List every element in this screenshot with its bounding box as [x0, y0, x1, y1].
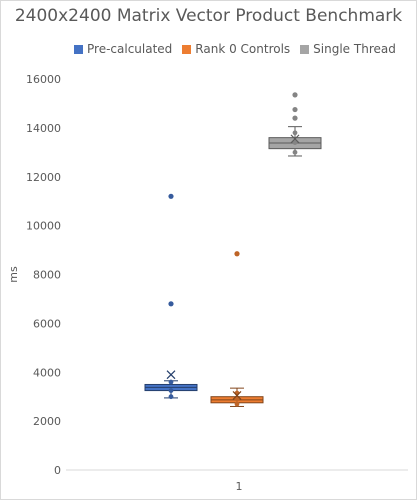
pre-calculated-mean-marker: [166, 370, 176, 380]
legend-item-pre-calculated: Pre-calculated: [74, 42, 172, 56]
legend-label-single-thread: Single Thread: [313, 42, 396, 56]
pre-calculated-point: [168, 388, 174, 393]
rank-0-controls-point: [234, 396, 240, 402]
x-tick-label: 1: [236, 480, 243, 493]
legend-label-rank-0-controls: Rank 0 Controls: [195, 42, 291, 56]
single-thread-outlier: [292, 106, 298, 113]
y-tick-label: 12000: [26, 171, 61, 184]
single-thread-outlier: [292, 115, 298, 121]
single-thread-point: [292, 130, 298, 136]
chart-legend: Pre-calculated Rank 0 Controls Single Th…: [74, 42, 396, 56]
legend-swatch-single-thread: [300, 44, 310, 54]
y-tick-label: 14000: [26, 122, 61, 135]
y-tick-label: 10000: [26, 220, 61, 233]
y-tick-label: 6000: [33, 317, 61, 330]
legend-swatch-rank-0-controls: [182, 44, 192, 54]
y-tick-label: 4000: [33, 366, 61, 379]
rank-0-controls-mean-marker: [232, 391, 242, 400]
pre-calculated-point: [168, 394, 174, 400]
y-tick-label: 0: [54, 464, 61, 477]
pre-calculated-outlier: [168, 301, 174, 307]
y-tick-label: 8000: [33, 269, 61, 282]
single-thread-mean-marker: [290, 134, 300, 144]
rank-0-controls-outlier: [234, 251, 240, 257]
legend-item-rank-0-controls: Rank 0 Controls: [182, 42, 290, 56]
single-thread-outlier: [292, 92, 298, 98]
y-axis-title: ms: [7, 266, 20, 283]
legend-item-single-thread: Single Thread: [300, 42, 396, 56]
single-thread-point: [292, 149, 298, 155]
chart-title: 2400x2400 Matrix Vector Product Benchmar…: [14, 6, 403, 26]
rank-0-controls-point: [234, 401, 240, 407]
legend-swatch-pre-calculated: [74, 44, 83, 54]
pre-calculated-outlier: [168, 193, 174, 199]
pre-calculated-point: [168, 379, 174, 385]
single-thread-point: [292, 140, 298, 145]
legend-label-pre-calculated: Pre-calculated: [87, 42, 173, 56]
y-tick-label: 16000: [26, 73, 61, 86]
y-tick-label: 2000: [33, 415, 61, 428]
